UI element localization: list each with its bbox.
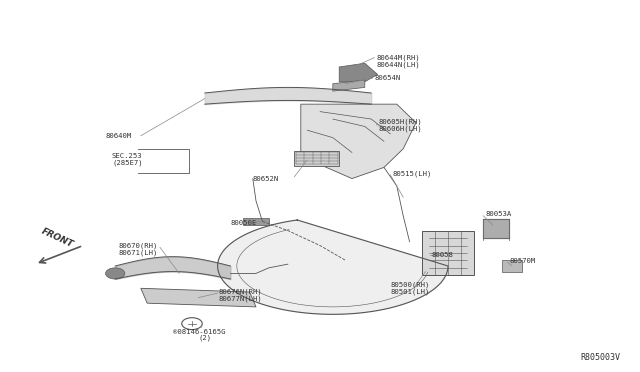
- Text: 80652N: 80652N: [253, 176, 279, 182]
- Text: 80500(RH): 80500(RH): [390, 281, 430, 288]
- Text: 80058: 80058: [432, 252, 454, 258]
- Text: R805003V: R805003V: [581, 353, 621, 362]
- Text: 80676N(RH): 80676N(RH): [219, 289, 262, 295]
- Polygon shape: [301, 104, 416, 179]
- Polygon shape: [333, 80, 365, 91]
- Text: (285E7): (285E7): [112, 160, 143, 166]
- Text: 80606H(LH): 80606H(LH): [378, 126, 422, 132]
- Text: 80570M: 80570M: [509, 258, 536, 264]
- Text: 80677N(LH): 80677N(LH): [219, 295, 262, 302]
- Text: 80654N: 80654N: [374, 75, 401, 81]
- Text: 80644N(LH): 80644N(LH): [376, 62, 420, 68]
- Polygon shape: [422, 231, 474, 275]
- Circle shape: [106, 268, 125, 279]
- Text: 80501(LH): 80501(LH): [390, 288, 430, 295]
- Text: ®08146-6165G: ®08146-6165G: [173, 329, 225, 335]
- Text: 80050E: 80050E: [230, 220, 257, 226]
- Polygon shape: [243, 218, 269, 225]
- Polygon shape: [502, 260, 522, 272]
- Text: 80640M: 80640M: [106, 133, 132, 139]
- Text: FRONT: FRONT: [40, 227, 75, 249]
- Polygon shape: [294, 151, 339, 166]
- Polygon shape: [339, 63, 378, 82]
- Text: 80605H(RH): 80605H(RH): [378, 119, 422, 125]
- Polygon shape: [218, 220, 448, 314]
- Text: 80670(RH): 80670(RH): [118, 242, 158, 249]
- Polygon shape: [141, 288, 256, 307]
- Text: (2): (2): [198, 334, 212, 341]
- Text: 80515(LH): 80515(LH): [393, 170, 433, 177]
- Text: SEC.253: SEC.253: [112, 153, 143, 159]
- Text: 80644M(RH): 80644M(RH): [376, 54, 420, 61]
- Text: 80671(LH): 80671(LH): [118, 250, 158, 256]
- Text: 80053A: 80053A: [485, 211, 511, 217]
